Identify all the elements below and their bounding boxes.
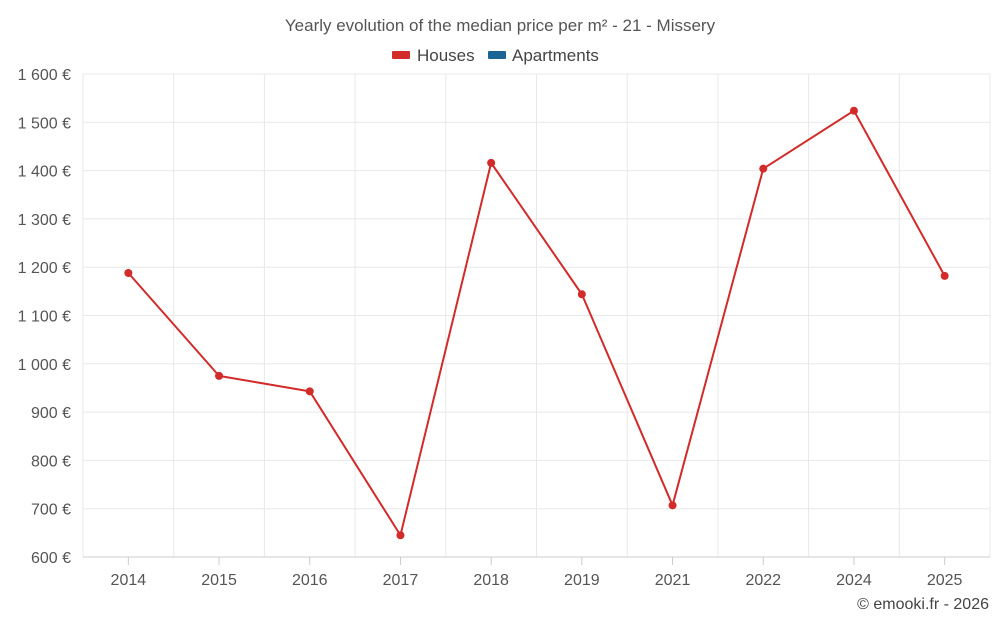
legend-swatch-houses[interactable] [392, 51, 410, 59]
x-tick-label: 2016 [292, 572, 328, 589]
y-tick-label: 700 € [31, 502, 71, 519]
x-tick-label: 2019 [564, 572, 600, 589]
y-tick-label: 1 300 € [18, 212, 71, 229]
y-axis-tick-labels: 600 € 700 € 800 € 900 € 1 000 € 1 100 € 1 200 … [18, 67, 71, 567]
legend-swatch-apartments[interactable] [488, 51, 506, 59]
data-point-houses[interactable] [305, 387, 314, 396]
x-tick-label: 2015 [201, 572, 237, 589]
legend-label-houses[interactable]: Houses [417, 46, 475, 65]
data-point-houses[interactable] [849, 106, 858, 115]
chart-title: Yearly evolution of the median price per… [285, 16, 716, 35]
data-point-houses[interactable] [396, 531, 405, 540]
data-point-houses[interactable] [668, 501, 677, 510]
data-point-houses[interactable] [124, 268, 133, 277]
y-tick-label: 1 000 € [18, 357, 71, 374]
x-tick-label: 2025 [927, 572, 963, 589]
horizontal-gridlines [83, 73, 990, 510]
x-tick-label: 2021 [655, 572, 691, 589]
y-tick-label: 1 100 € [18, 309, 71, 326]
y-tick-label: 800 € [31, 453, 71, 470]
x-tick-label: 2014 [111, 572, 147, 589]
data-point-houses[interactable] [759, 164, 768, 173]
legend: Houses Apartments [392, 46, 599, 65]
x-tick-label: 2024 [836, 572, 872, 589]
x-tick-label: 2018 [473, 572, 509, 589]
data-point-houses[interactable] [487, 158, 496, 167]
y-tick-label: 1 400 € [18, 164, 71, 181]
y-tick-label: 1 600 € [18, 67, 71, 84]
data-point-houses[interactable] [215, 371, 224, 380]
x-axis-tick-labels: 2014 2015 2016 2017 2018 2019 2021 2022 2024 2025 [111, 557, 963, 589]
legend-label-apartments[interactable]: Apartments [512, 46, 599, 65]
credit-text: © emooki.fr - 2026 [857, 596, 989, 613]
y-tick-label: 600 € [31, 550, 71, 567]
x-tick-label: 2017 [383, 572, 419, 589]
x-tick-label: 2022 [745, 572, 781, 589]
data-point-houses[interactable] [577, 290, 586, 299]
series-group [124, 106, 949, 540]
y-tick-label: 900 € [31, 405, 71, 422]
y-tick-label: 1 500 € [18, 115, 71, 132]
series-line-houses [127, 109, 946, 537]
data-point-houses[interactable] [940, 271, 949, 280]
y-tick-label: 1 200 € [18, 260, 71, 277]
